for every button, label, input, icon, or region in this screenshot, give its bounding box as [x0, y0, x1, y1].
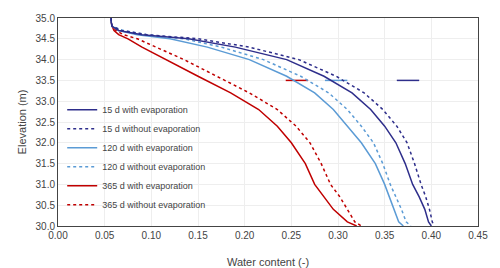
- svg-text:0.20: 0.20: [235, 230, 255, 241]
- svg-text:0.15: 0.15: [188, 230, 208, 241]
- svg-text:0.10: 0.10: [142, 230, 162, 241]
- svg-text:0.35: 0.35: [375, 230, 395, 241]
- svg-text:31.5: 31.5: [36, 158, 56, 169]
- svg-text:365 d without evaporation: 365 d without evaporation: [102, 200, 205, 210]
- svg-text:120 d with evaporation: 120 d with evaporation: [102, 143, 193, 153]
- svg-text:32.5: 32.5: [36, 117, 56, 128]
- svg-text:32.0: 32.0: [36, 137, 56, 148]
- svg-text:0.30: 0.30: [328, 230, 348, 241]
- svg-text:30.5: 30.5: [36, 200, 56, 211]
- svg-text:33.0: 33.0: [36, 96, 56, 107]
- svg-text:0.05: 0.05: [95, 230, 115, 241]
- svg-text:15 d with evaporation: 15 d with evaporation: [102, 105, 188, 115]
- svg-text:0.40: 0.40: [422, 230, 442, 241]
- svg-text:Elevation (m): Elevation (m): [16, 90, 28, 155]
- svg-text:33.5: 33.5: [36, 75, 56, 86]
- svg-text:15 d without evaporation: 15 d without evaporation: [102, 124, 200, 134]
- svg-text:Water content (-): Water content (-): [227, 256, 309, 268]
- svg-text:34.0: 34.0: [36, 54, 56, 65]
- svg-text:0.25: 0.25: [282, 230, 302, 241]
- svg-text:120 d without evaporation: 120 d without evaporation: [102, 162, 205, 172]
- svg-text:31.0: 31.0: [36, 179, 56, 190]
- svg-text:30.0: 30.0: [36, 221, 56, 232]
- svg-text:0.45: 0.45: [468, 230, 488, 241]
- svg-text:0.00: 0.00: [48, 230, 68, 241]
- svg-text:35.0: 35.0: [36, 13, 56, 24]
- svg-text:365 d with evaporation: 365 d with evaporation: [102, 181, 193, 191]
- svg-text:34.5: 34.5: [36, 33, 56, 44]
